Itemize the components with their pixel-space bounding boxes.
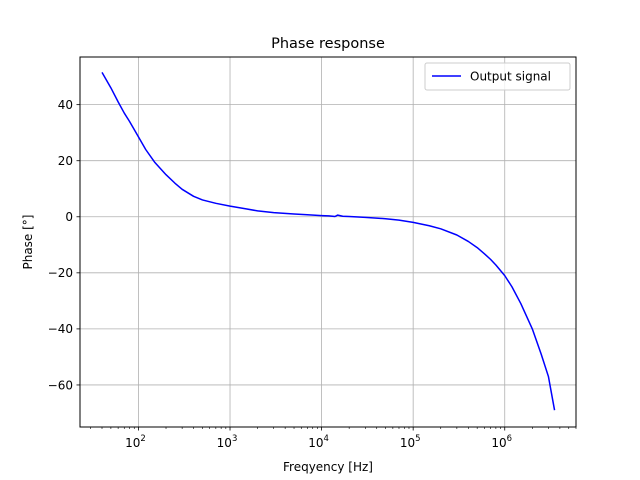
- tick-layer: 102 103 104 105 106 40 20 0 −20 −40 −60: [48, 98, 577, 450]
- series-layer: [101, 72, 556, 411]
- y-tick-label: −40: [48, 322, 73, 336]
- x-axis-title: Freqyency [Hz]: [283, 460, 373, 474]
- chart-title: Phase response: [271, 36, 385, 52]
- y-tick-label: −60: [48, 378, 73, 392]
- legend-box: [424, 62, 571, 91]
- y-tick-label: 20: [58, 154, 73, 168]
- series-line-0: [101, 72, 556, 411]
- x-tick-label: 105: [400, 434, 421, 450]
- x-tick-label: 106: [491, 434, 512, 450]
- y-tick-label: 0: [65, 210, 73, 224]
- plot-frame: [79, 56, 577, 428]
- x-tick-label: 102: [125, 434, 146, 450]
- legend-label-output-signal: Output signal: [470, 70, 551, 84]
- legend: Output signal: [424, 62, 571, 91]
- y-tick-label: 40: [58, 98, 73, 112]
- x-tick-label: 104: [308, 434, 329, 450]
- x-tick-label: 103: [217, 434, 238, 450]
- y-tick-label: −20: [48, 266, 73, 280]
- grid-layer: [80, 57, 576, 427]
- y-axis-title: Phase [°]: [21, 214, 35, 269]
